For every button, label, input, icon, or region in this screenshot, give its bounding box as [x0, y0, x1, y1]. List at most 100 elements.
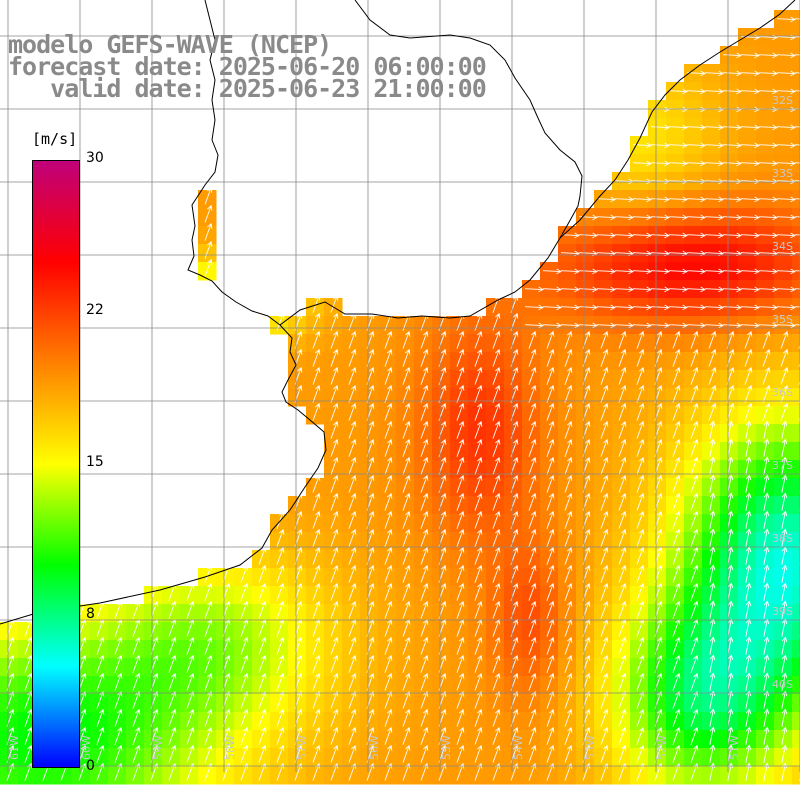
wind-arrow — [330, 726, 339, 745]
wind-speed-cell — [792, 586, 800, 605]
wind-arrow — [672, 348, 681, 367]
wind-arrow — [528, 456, 537, 475]
wind-arrow — [763, 474, 770, 493]
wind-arrow — [776, 196, 796, 203]
wind-arrow — [546, 708, 555, 727]
wind-arrow — [492, 654, 501, 673]
wind-arrow — [384, 384, 393, 403]
wind-arrow — [727, 492, 734, 511]
wind-arrow — [186, 600, 195, 619]
wind-arrow — [618, 726, 627, 745]
wind-arrow — [794, 162, 800, 164]
wind-arrow — [420, 438, 429, 457]
wind-arrow — [745, 726, 752, 745]
wind-arrow — [276, 726, 285, 745]
wind-arrow — [745, 420, 752, 439]
wind-arrow — [781, 618, 788, 637]
wind-arrow — [763, 672, 770, 691]
wind-speed-cell — [792, 460, 800, 479]
wind-arrow — [348, 744, 357, 763]
wind-arrow — [528, 438, 537, 457]
wind-arrow — [672, 654, 681, 673]
wind-arrow — [618, 546, 627, 565]
wind-speed-cell — [792, 640, 800, 659]
wind-arrow — [745, 636, 752, 655]
wind-arrow — [474, 474, 483, 493]
wind-arrow — [384, 510, 393, 529]
wind-arrow — [781, 510, 788, 529]
wind-arrow — [168, 672, 177, 691]
wind-arrow — [668, 232, 688, 239]
wind-arrow — [456, 654, 465, 673]
wind-arrow — [560, 286, 580, 293]
wind-arrow — [686, 214, 706, 221]
wind-arrow — [312, 672, 321, 691]
wind-arrow — [686, 196, 706, 203]
wind-arrow — [600, 546, 609, 565]
wind-arrow — [474, 708, 483, 727]
wind-arrow — [596, 196, 616, 203]
wind-arrow — [650, 124, 670, 131]
wind-arrow — [204, 564, 213, 583]
wind-arrow — [330, 474, 339, 493]
wind-arrow — [727, 708, 734, 727]
wind-arrow — [709, 672, 716, 691]
wind-arrow — [474, 456, 483, 475]
wind-arrow — [312, 654, 321, 673]
wind-arrow — [794, 180, 800, 182]
wind-speed-cell — [792, 136, 800, 155]
wind-arrow — [492, 420, 501, 439]
wind-arrow — [402, 636, 411, 655]
wind-arrow — [168, 654, 177, 673]
wind-arrow — [690, 654, 699, 673]
wind-arrow — [168, 636, 177, 655]
wind-arrow — [258, 672, 267, 691]
wind-arrow — [740, 214, 760, 221]
wind-arrow — [348, 546, 357, 565]
wind-arrow — [348, 402, 357, 421]
wind-arrow — [546, 438, 555, 457]
wind-arrow — [492, 330, 501, 349]
wind-arrow — [402, 582, 411, 601]
wind-arrow — [672, 330, 681, 349]
wind-arrow — [474, 528, 483, 547]
wind-arrow — [384, 726, 393, 745]
wind-arrow — [348, 438, 357, 457]
wind-arrow — [564, 366, 573, 385]
wind-arrow — [632, 160, 652, 167]
wind-arrow — [114, 636, 123, 655]
wind-arrow — [420, 348, 429, 367]
wind-arrow — [668, 142, 688, 149]
wind-arrow — [402, 456, 411, 475]
wind-arrow — [456, 546, 465, 565]
wind-arrow — [794, 126, 800, 128]
wind-arrow — [722, 70, 742, 77]
wind-arrow — [672, 708, 681, 727]
wind-arrow — [745, 672, 752, 691]
wind-arrow — [276, 510, 285, 529]
wind-arrow — [740, 322, 760, 329]
wind-arrow — [204, 690, 213, 709]
wind-arrow — [96, 708, 105, 727]
wind-arrow — [204, 672, 213, 691]
wind-arrow — [686, 232, 706, 239]
wind-arrow — [727, 726, 734, 745]
title-model: modelo GEFS-WAVE (NCEP) — [8, 30, 332, 59]
wind-arrow — [186, 690, 195, 709]
wind-arrow — [709, 636, 716, 655]
wind-arrow — [312, 564, 321, 583]
wind-arrow — [600, 402, 609, 421]
wind-arrow — [312, 492, 321, 511]
wind-arrow — [596, 214, 616, 221]
wind-arrow — [618, 402, 627, 421]
wind-arrow — [420, 402, 429, 421]
wind-arrow — [727, 420, 734, 439]
wind-arrow — [727, 474, 734, 493]
wind-arrow — [348, 348, 357, 367]
wind-arrow — [384, 654, 393, 673]
wind-arrow — [132, 600, 141, 619]
wind-arrow — [528, 384, 537, 403]
wind-arrow — [330, 438, 339, 457]
wind-arrow — [763, 438, 770, 457]
